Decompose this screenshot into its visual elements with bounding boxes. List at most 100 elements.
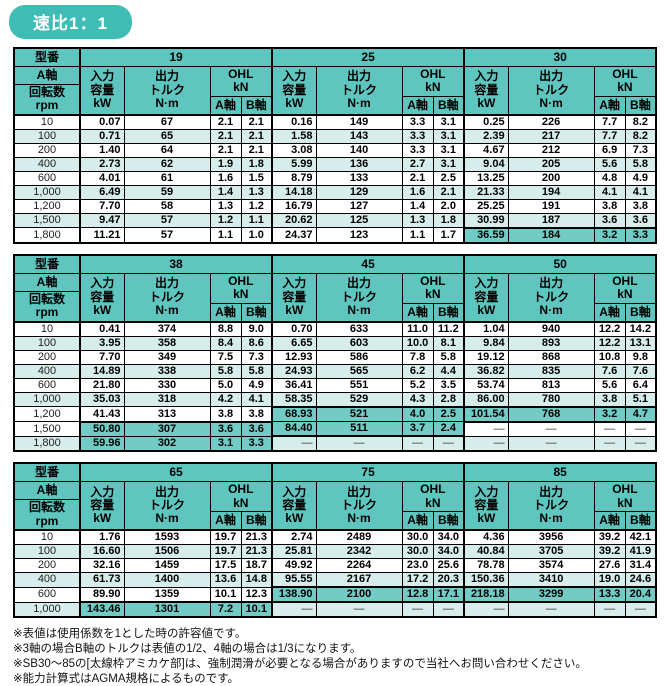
ohl-a-value: 2.7 xyxy=(401,156,434,172)
ohl-a-value: 3.8 xyxy=(593,198,626,214)
output-torque-value: 3410 xyxy=(507,572,595,588)
input-capacity-value: — xyxy=(463,601,509,618)
ohl-a-value: 7.2 xyxy=(209,601,242,619)
ohl-b-axis-header: B軸 xyxy=(432,511,465,531)
a-axis-label: A軸 xyxy=(13,272,81,292)
data-row-rpm-1,500: 1,500 50.80 307 3.6 3.6 84.40 511 3.7 2.4— — — — xyxy=(13,420,657,438)
data-row-rpm-1,200: 1,200 41.43 313 3.8 3.8 68.93 521 4.0 2.5 101.54 7… xyxy=(13,405,658,423)
input-capacity-value: 5.99 xyxy=(271,156,317,172)
data-row-rpm-100: 100 16.60 1506 19.7 21.3 25.81 2342 30.0 34.0 40.… xyxy=(13,544,657,560)
rpm-value: 1,200 xyxy=(13,198,81,214)
data-row-rpm-600: 600 89.90 1359 10.1 12.3 138.90 2100 12.8 17.1 21… xyxy=(13,586,658,604)
rpm-value: 1,200 xyxy=(13,406,81,423)
ohl-a-value: 19.7 xyxy=(209,529,242,546)
model-label-header: 型番 xyxy=(13,254,81,274)
ohl-b-axis-header: B軸 xyxy=(432,302,465,323)
ohl-a-value: 1.2 xyxy=(209,212,242,229)
ohl-b-value: — xyxy=(624,421,657,437)
output-torque-header: 出力 トルク N·m xyxy=(123,272,211,323)
rpm-value: 1,800 xyxy=(13,227,81,244)
output-torque-value: 893 xyxy=(507,335,595,351)
output-torque-value: 217 xyxy=(507,128,595,144)
output-torque-value: 59 xyxy=(123,184,211,200)
ohl-a-value: 2.1 xyxy=(209,142,242,158)
ohl-a-value: — xyxy=(401,435,434,452)
output-torque-value: 318 xyxy=(123,391,211,408)
input-capacity-value: 0.71 xyxy=(79,128,125,144)
ohl-b-value: 13.1 xyxy=(624,335,657,351)
output-torque-value: 200 xyxy=(507,170,595,186)
data-row-rpm-1,000: 1,000 6.49 59 1.4 1.3 14.18 129 1.6 2.1 21.33 194 4… xyxy=(13,184,657,200)
ohl-b-value: 17.1 xyxy=(432,586,466,604)
input-capacity-header: 入力 容量 kW xyxy=(463,481,509,531)
model-number-38: 38 xyxy=(78,254,273,274)
ohl-b-value: 1.8 xyxy=(240,156,273,172)
input-capacity-value: 9.47 xyxy=(79,212,125,229)
data-row-rpm-100: 100 0.71 65 2.1 2.1 1.58 143 3.3 3.1 2.39 217 7.7 8.… xyxy=(13,128,657,144)
data-row-rpm-100: 100 3.95 358 8.4 8.6 6.65 603 10.0 8.1 9.84 893 12.… xyxy=(13,335,657,351)
ohl-a-value: 1.4 xyxy=(209,184,242,200)
ohl-b-value: 8.6 xyxy=(240,335,273,351)
output-torque-value: 2167 xyxy=(315,572,403,588)
ohl-b-value: 2.5 xyxy=(432,170,465,186)
input-capacity-value: 3.08 xyxy=(271,142,317,158)
ohl-a-value: — xyxy=(593,601,626,618)
ohl-a-value: 11.0 xyxy=(401,320,434,337)
input-capacity-value: 53.74 xyxy=(463,377,509,393)
ohl-a-value: 2.1 xyxy=(209,113,242,130)
rpm-value: 400 xyxy=(13,363,81,379)
ohl-a-value: 12.8 xyxy=(401,586,434,604)
input-capacity-value: — xyxy=(271,601,317,618)
data-row-rpm-1,500: 1,500 9.47 57 1.2 1.1 20.62 125 1.3 1.8 30.99 187 3… xyxy=(13,212,657,229)
input-capacity-value: 16.60 xyxy=(79,544,125,560)
rpm-value: 100 xyxy=(13,544,81,560)
ohl-a-value: 10.0 xyxy=(401,335,434,351)
ohl-b-value: 25.6 xyxy=(432,558,465,574)
output-torque-value: 868 xyxy=(507,349,595,365)
output-torque-header: 出力 トルク N·m xyxy=(507,65,595,116)
rpm-value: 1,500 xyxy=(13,421,81,437)
ohl-b-axis-header: B軸 xyxy=(624,511,657,531)
output-torque-value: 1506 xyxy=(123,544,211,560)
ohl-a-value: 7.7 xyxy=(593,128,626,144)
ohl-b-value: 4.9 xyxy=(624,170,657,186)
output-torque-value: 61 xyxy=(123,170,211,186)
ohl-b-value: 4.1 xyxy=(624,184,657,200)
ohl-a-value: 1.1 xyxy=(209,227,242,244)
output-torque-value: 768 xyxy=(507,405,595,423)
ohl-a-value: — xyxy=(593,435,626,452)
input-capacity-value: 1.04 xyxy=(463,320,509,337)
ohl-b-value: 4.9 xyxy=(240,377,273,393)
input-capacity-value: 0.07 xyxy=(79,113,125,130)
output-torque-header: 出力 トルク N·m xyxy=(123,65,211,116)
ohl-b-value: 1.3 xyxy=(240,184,273,200)
output-torque-header: 出力 トルク N·m xyxy=(507,481,595,531)
ohl-header: OHL kN xyxy=(401,66,465,97)
a-axis-label: A軸 xyxy=(13,66,81,85)
input-capacity-value: 25.25 xyxy=(463,198,509,214)
output-torque-value: 1359 xyxy=(123,586,211,603)
output-torque-value: 835 xyxy=(507,363,595,379)
model-number-50: 50 xyxy=(463,254,657,274)
output-torque-value: 565 xyxy=(315,363,403,379)
output-torque-value: 374 xyxy=(123,320,211,337)
ohl-b-value: 8.2 xyxy=(624,128,657,144)
output-torque-value: 3299 xyxy=(507,586,595,604)
input-capacity-value: 0.16 xyxy=(271,113,317,130)
output-torque-value: 3956 xyxy=(507,529,595,546)
output-torque-value: 1400 xyxy=(123,572,211,588)
rpm-value: 100 xyxy=(13,128,81,144)
output-torque-value: 67 xyxy=(123,113,211,130)
data-row-rpm-10: 10 0.07 67 2.1 2.1 0.16 149 3.3 3.1 0.25 226 7.7 8.2 xyxy=(13,113,657,130)
output-torque-value: — xyxy=(507,421,595,437)
ohl-b-value: 2.1 xyxy=(432,184,465,200)
output-torque-value: 529 xyxy=(315,391,403,408)
ohl-b-value: 20.3 xyxy=(432,572,465,588)
ohl-b-value: 3.5 xyxy=(432,377,465,393)
ohl-b-value: 2.1 xyxy=(240,142,273,158)
ohl-b-value: 3.1 xyxy=(432,113,465,130)
model-number-45: 45 xyxy=(271,254,465,274)
ohl-a-value: 1.9 xyxy=(209,156,242,172)
input-capacity-header: 入力 容量 kW xyxy=(79,65,125,116)
ohl-b-value: — xyxy=(432,435,465,452)
